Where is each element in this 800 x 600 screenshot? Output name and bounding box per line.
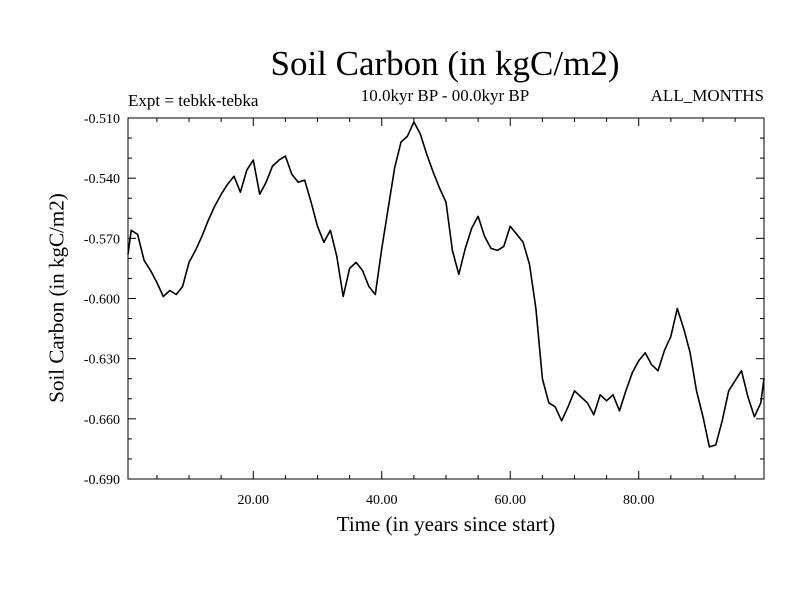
y-tick-label: -0.510 [84,112,120,127]
y-tick-label: -0.630 [84,353,120,368]
x-tick-label: 60.00 [494,493,526,508]
y-tick-label: -0.570 [84,232,120,247]
y-tick-label: -0.540 [84,172,120,187]
series-line [127,121,765,448]
x-tick-label: 80.00 [623,493,655,508]
chart-title: Soil Carbon (in kgC/m2) [270,44,620,83]
y-tick-label: -0.600 [84,293,120,308]
x-tick-label: 40.00 [366,493,398,508]
y-tick-label: -0.690 [84,473,120,488]
plot-frame [127,117,765,480]
x-tick-label: 20.00 [238,493,270,508]
y-tick-label: -0.660 [84,413,120,428]
months-annotation: ALL_MONTHS [650,86,764,105]
chart-subtitle: 10.0kyr BP - 00.0kyr BP [360,86,530,105]
experiment-annotation: Expt = tebkk-tebka [128,91,259,110]
x-axis-label: Time (in years since start) [336,512,556,536]
